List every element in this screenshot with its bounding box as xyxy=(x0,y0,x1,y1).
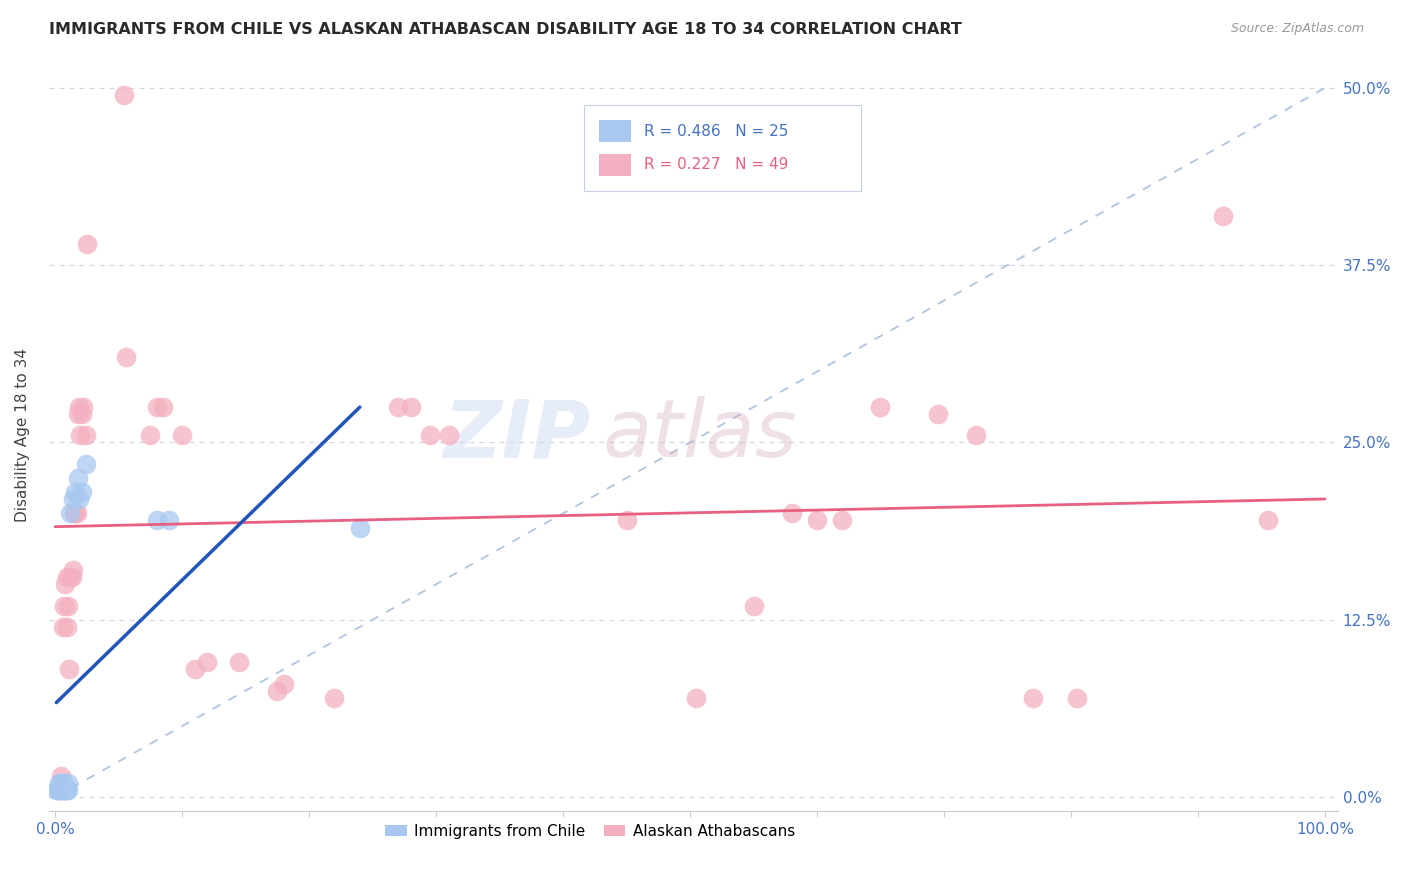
Point xyxy=(56,783,79,797)
Point xyxy=(53,783,76,797)
Point xyxy=(66,471,89,485)
FancyBboxPatch shape xyxy=(583,104,860,191)
Point xyxy=(157,513,180,527)
Y-axis label: Disability Age 18 to 34: Disability Age 18 to 34 xyxy=(15,349,30,523)
Point xyxy=(76,236,98,251)
Point xyxy=(69,428,91,442)
Point xyxy=(742,599,765,613)
Point xyxy=(60,570,83,584)
Point xyxy=(869,400,891,414)
Point xyxy=(59,507,82,521)
Point xyxy=(115,351,138,365)
Point xyxy=(184,662,207,676)
Point xyxy=(56,599,79,613)
Point xyxy=(152,400,174,414)
Point xyxy=(437,428,460,442)
Point xyxy=(53,783,76,797)
Point xyxy=(1066,690,1088,705)
Point xyxy=(55,783,77,797)
Point xyxy=(53,599,76,613)
Point xyxy=(273,676,295,690)
Point xyxy=(52,620,75,634)
Point xyxy=(1212,209,1234,223)
Text: R = 0.486   N = 25: R = 0.486 N = 25 xyxy=(644,123,789,138)
Point xyxy=(266,683,288,698)
Point xyxy=(51,769,73,783)
Point xyxy=(62,563,84,577)
Point xyxy=(1022,690,1045,705)
Point xyxy=(65,507,87,521)
Point xyxy=(65,485,87,500)
Point xyxy=(323,690,346,705)
Point xyxy=(927,407,949,421)
Point xyxy=(48,783,70,797)
Point xyxy=(831,513,853,527)
Point xyxy=(58,662,80,676)
Point xyxy=(56,776,79,790)
Point xyxy=(48,776,70,790)
Point xyxy=(66,507,89,521)
Legend: Immigrants from Chile, Alaskan Athabascans: Immigrants from Chile, Alaskan Athabasca… xyxy=(380,818,801,845)
Point xyxy=(139,428,162,442)
Point xyxy=(349,520,371,534)
Point xyxy=(67,400,90,414)
Point xyxy=(51,783,73,797)
Point xyxy=(145,513,167,527)
Point xyxy=(1257,513,1279,527)
Point xyxy=(685,690,707,705)
Bar xyxy=(599,120,631,143)
Point xyxy=(75,457,97,471)
Point xyxy=(419,428,441,442)
Point xyxy=(616,513,638,527)
Point xyxy=(59,570,82,584)
Point xyxy=(53,783,76,797)
Point xyxy=(399,400,422,414)
Point xyxy=(387,400,409,414)
Point xyxy=(66,407,89,421)
Point xyxy=(55,570,77,584)
Point xyxy=(45,783,67,797)
Point xyxy=(72,400,94,414)
Point xyxy=(55,620,77,634)
Point xyxy=(51,776,73,790)
Text: ZIP: ZIP xyxy=(443,396,591,475)
Point xyxy=(228,655,250,669)
Point xyxy=(75,428,97,442)
Bar xyxy=(599,153,631,176)
Point xyxy=(197,655,219,669)
Point xyxy=(62,492,84,507)
Point xyxy=(172,428,194,442)
Point xyxy=(52,783,75,797)
Point xyxy=(46,783,69,797)
Point xyxy=(112,88,135,103)
Point xyxy=(48,783,70,797)
Text: atlas: atlas xyxy=(603,396,797,475)
Point xyxy=(806,513,828,527)
Text: Source: ZipAtlas.com: Source: ZipAtlas.com xyxy=(1230,22,1364,36)
Point xyxy=(63,507,86,521)
Text: IMMIGRANTS FROM CHILE VS ALASKAN ATHABASCAN DISABILITY AGE 18 TO 34 CORRELATION : IMMIGRANTS FROM CHILE VS ALASKAN ATHABAS… xyxy=(49,22,962,37)
Text: R = 0.227   N = 49: R = 0.227 N = 49 xyxy=(644,157,789,172)
Point xyxy=(49,783,72,797)
Point xyxy=(780,507,803,521)
Point xyxy=(67,492,90,507)
Point xyxy=(965,428,987,442)
Point xyxy=(145,400,167,414)
Point xyxy=(70,407,93,421)
Point xyxy=(70,485,93,500)
Point xyxy=(53,577,76,591)
Point xyxy=(53,776,76,790)
